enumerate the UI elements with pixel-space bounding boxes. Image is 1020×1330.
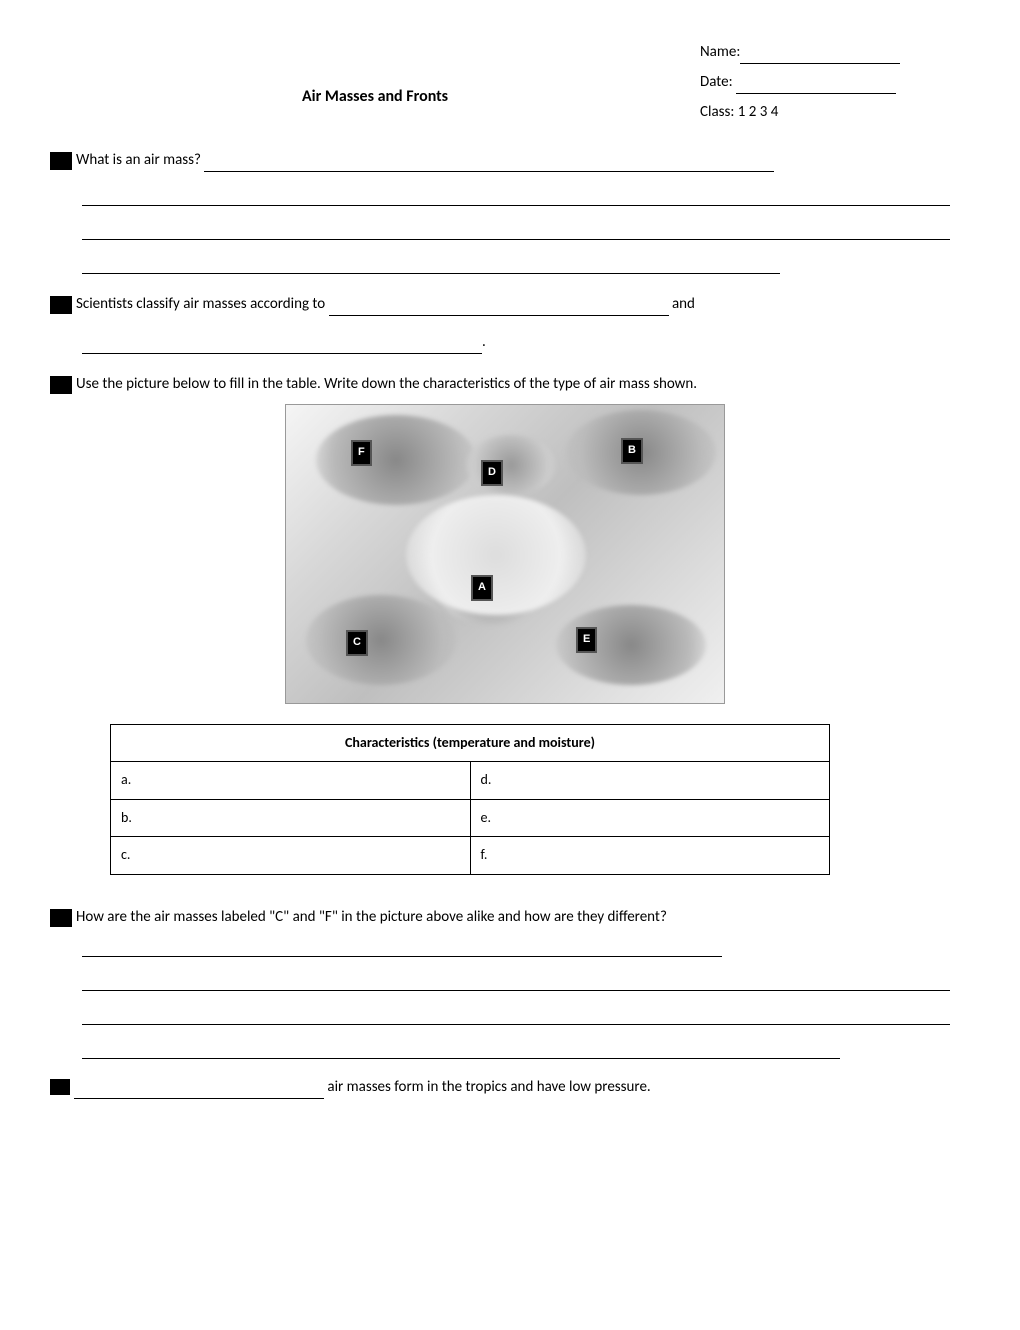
- cell-f[interactable]: f.: [470, 837, 830, 874]
- answer-blank[interactable]: [82, 353, 482, 354]
- name-line: Name:: [700, 40, 960, 64]
- question-2-line2: .: [82, 330, 960, 354]
- map-label-c: C: [346, 630, 368, 656]
- answer-line[interactable]: [82, 220, 950, 240]
- question-5: air masses form in the tropics and have …: [50, 1075, 960, 1099]
- question-marker: [50, 296, 72, 314]
- map-label-b: B: [621, 438, 643, 464]
- characteristics-table: Characteristics (temperature and moistur…: [110, 724, 830, 875]
- period: .: [482, 333, 486, 351]
- map-label-a: A: [471, 575, 493, 601]
- land-shape: [406, 495, 586, 615]
- answer-blank[interactable]: [74, 1098, 324, 1099]
- student-meta: Name: Date: Class: 1 2 3 4: [700, 40, 960, 130]
- question-2-text-row: Scientists classify air masses according…: [76, 292, 960, 316]
- question-marker: [50, 1079, 70, 1095]
- answer-line[interactable]: [82, 1005, 950, 1025]
- question-marker: [50, 376, 72, 394]
- date-label: Date:: [700, 73, 733, 91]
- worksheet-header: Air Masses and Fronts Name: Date: Class:…: [50, 40, 960, 130]
- answer-line[interactable]: [82, 971, 950, 991]
- cell-b[interactable]: b.: [111, 799, 471, 836]
- question-3: Use the picture below to fill in the tab…: [50, 372, 960, 396]
- cell-c[interactable]: c.: [111, 837, 471, 874]
- cloud-shape: [316, 415, 476, 505]
- question-4-text: How are the air masses labeled "C" and "…: [76, 905, 960, 929]
- question-5-text: air masses form in the tropics and have …: [327, 1078, 650, 1096]
- answer-line[interactable]: [82, 186, 950, 206]
- air-mass-map: F D B A C E: [285, 404, 725, 704]
- question-2-text-a: Scientists classify air masses according…: [76, 295, 329, 313]
- answer-blank[interactable]: [204, 171, 774, 172]
- name-blank[interactable]: [740, 63, 900, 64]
- worksheet-title: Air Masses and Fronts: [50, 40, 700, 110]
- question-1-text-row: What is an air mass?: [76, 148, 960, 172]
- question-3-text: Use the picture below to fill in the tab…: [76, 372, 960, 396]
- question-1: What is an air mass?: [50, 148, 960, 172]
- answer-line[interactable]: [82, 254, 780, 274]
- cell-d[interactable]: d.: [470, 762, 830, 799]
- map-label-e: E: [576, 627, 597, 653]
- cell-e[interactable]: e.: [470, 799, 830, 836]
- class-line: Class: 1 2 3 4: [700, 100, 960, 124]
- cloud-shape: [466, 435, 556, 495]
- question-marker: [50, 152, 72, 170]
- question-2-text-b: and: [669, 295, 695, 313]
- answer-line[interactable]: [82, 1039, 840, 1059]
- cloud-shape: [306, 595, 456, 685]
- question-4-line: [82, 933, 960, 957]
- answer-blank[interactable]: [82, 956, 722, 957]
- date-line: Date:: [700, 70, 960, 94]
- map-label-f: F: [351, 440, 372, 466]
- answer-blank[interactable]: [329, 315, 669, 316]
- question-4: How are the air masses labeled "C" and "…: [50, 905, 960, 929]
- question-marker: [50, 909, 72, 927]
- map-label-d: D: [481, 460, 503, 486]
- table-header: Characteristics (temperature and moistur…: [111, 725, 830, 762]
- name-label: Name:: [700, 43, 740, 61]
- date-blank[interactable]: [736, 93, 896, 94]
- question-1-text: What is an air mass?: [76, 151, 204, 169]
- question-2: Scientists classify air masses according…: [50, 292, 960, 316]
- cell-a[interactable]: a.: [111, 762, 471, 799]
- question-5-row: air masses form in the tropics and have …: [74, 1075, 960, 1099]
